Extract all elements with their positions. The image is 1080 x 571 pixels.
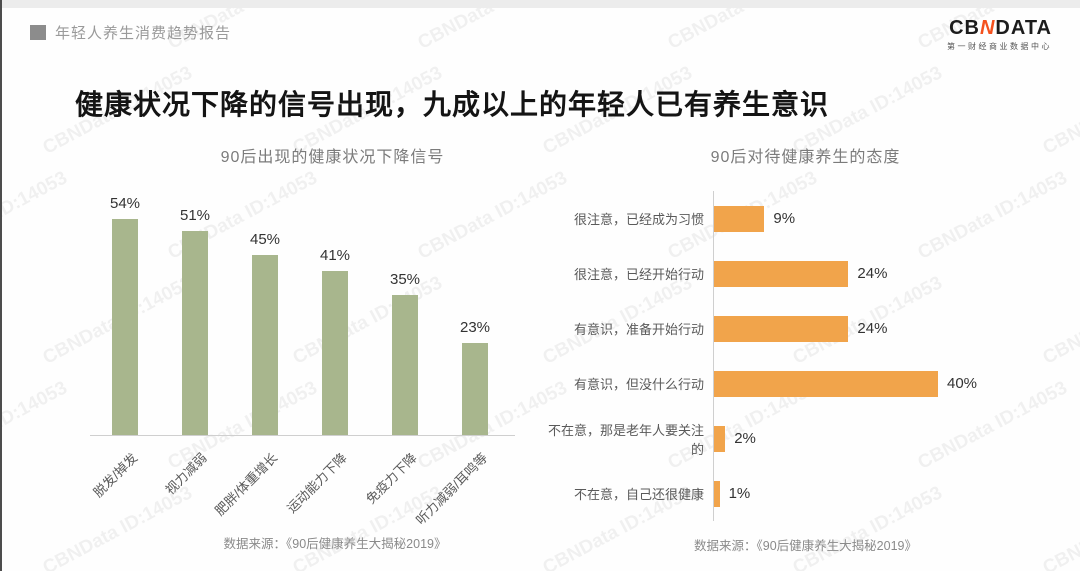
bar-zone: 24% — [713, 301, 1018, 356]
cbndata-logo: CBNDATA 第一财经商业数据中心 — [947, 18, 1052, 52]
bar — [714, 315, 849, 342]
bar-zone: 24% — [713, 246, 1018, 301]
bar — [322, 271, 348, 435]
category-cell: 听力减弱/耳鸣等 — [413, 436, 505, 536]
attitude-chart-source: 数据来源：《90后健康养生大揭秘2019》 — [694, 539, 917, 553]
column-chart-categories: 脱发/掉发 视力减弱 肥胖/体重增长 运动能力下降 免疫力下降 听力减弱/耳鸣等 — [90, 436, 505, 536]
bar-value-label: 1% — [728, 485, 751, 502]
top-strip — [0, 0, 1080, 8]
attitude-chart: 90后对待健康养生的态度 很注意，已经成为习惯 9% 很注意，已经开始行动 24% 有意… — [538, 143, 1018, 553]
hbar-rows: 很注意，已经成为习惯 9% 很注意，已经开始行动 24% 有意识，准备开始行动 24% 有意… — [538, 191, 1018, 521]
logo-data: DATA — [995, 17, 1052, 39]
bar — [392, 295, 418, 435]
category-cell: 肥胖/体重增长 — [212, 436, 295, 536]
column-group: 45% — [235, 231, 295, 435]
row-label: 很注意，已经成为习惯 — [573, 212, 704, 227]
row-label: 有意识，但没什么行动 — [573, 377, 704, 392]
bar — [462, 343, 488, 435]
row-label: 不在意，那是老年人要关注的 — [547, 422, 704, 457]
page-title: 健康状况下降的信号出现，九成以上的年轻人已有养生意识 — [75, 89, 830, 120]
hbar-row: 有意识，但没什么行动 40% — [538, 356, 1018, 411]
bar-value-label: 35% — [389, 271, 421, 288]
bar-value-label: 41% — [319, 247, 351, 264]
column-chart-plot: 54% 51% 45% 41% 35% 23% — [95, 195, 505, 435]
row-label: 不在意，自己还很健康 — [573, 487, 704, 502]
bar — [714, 205, 765, 232]
hbar-row: 有意识，准备开始行动 24% — [538, 301, 1018, 356]
hbar-row: 很注意，已经成为习惯 9% — [538, 191, 1018, 246]
logo-subtitle: 第一财经商业数据中心 — [947, 42, 1052, 51]
hbar-row: 不在意，那是老年人要关注的 2% — [538, 411, 1018, 466]
category-label: 脱发/掉发 — [90, 450, 141, 501]
category-cell: 脱发/掉发 — [90, 436, 155, 536]
bar — [112, 219, 138, 435]
category-cell: 视力减弱 — [163, 436, 225, 536]
category-label: 免疫力下降 — [363, 450, 421, 507]
bar-value-label: 54% — [109, 195, 141, 212]
bar-zone: 2% — [713, 411, 1018, 466]
report-header: 年轻人养生消费趋势报告 — [30, 22, 231, 43]
bar-value-label: 24% — [857, 265, 888, 282]
bar — [714, 480, 720, 507]
bar-value-label: 23% — [459, 319, 491, 336]
category-label: 视力减弱 — [162, 450, 211, 498]
signal-chart-title: 90后出现的健康状况下降信号 — [220, 149, 445, 166]
column-group: 35% — [375, 271, 435, 435]
column-group: 41% — [305, 247, 365, 435]
left-border-line — [0, 0, 2, 571]
logo-n-accent: N — [979, 17, 996, 39]
bar-value-label: 9% — [773, 210, 796, 227]
bar-zone: 9% — [713, 191, 1018, 246]
bar — [182, 231, 208, 435]
bar-value-label: 40% — [947, 375, 978, 392]
bar-zone: 40% — [713, 356, 1018, 411]
cbndata-logo-wordmark: CBNDATA — [947, 18, 1052, 38]
header-square-icon — [30, 25, 46, 40]
bar — [714, 260, 849, 287]
row-label: 有意识，准备开始行动 — [573, 322, 704, 337]
bar-zone: 1% — [713, 466, 1018, 521]
column-group: 51% — [165, 207, 225, 435]
hbar-row: 很注意，已经开始行动 24% — [538, 246, 1018, 301]
hbar-row: 不在意，自己还很健康 1% — [538, 466, 1018, 521]
column-group: 23% — [445, 319, 505, 435]
attitude-chart-title: 90后对待健康养生的态度 — [710, 149, 901, 166]
column-group: 54% — [95, 195, 155, 435]
signal-chart-source: 数据来源：《90后健康养生大揭秘2019》 — [223, 537, 447, 551]
bar-value-label: 24% — [857, 320, 888, 337]
row-label: 很注意，已经开始行动 — [573, 267, 704, 282]
bar-value-label: 45% — [249, 231, 281, 248]
bar — [252, 255, 278, 435]
category-cell: 运动能力下降 — [284, 436, 365, 536]
report-title: 年轻人养生消费趋势报告 — [55, 25, 232, 42]
logo-cb: CB — [949, 17, 980, 39]
x-axis-line — [90, 435, 515, 436]
bar-value-label: 51% — [179, 207, 211, 224]
bar — [714, 425, 726, 452]
bar-value-label: 2% — [734, 430, 756, 447]
bar — [714, 370, 938, 397]
signal-chart: 90后出现的健康状况下降信号 54% 51% 45% 41% 35% 23% 脱发/掉发视… — [80, 143, 530, 551]
